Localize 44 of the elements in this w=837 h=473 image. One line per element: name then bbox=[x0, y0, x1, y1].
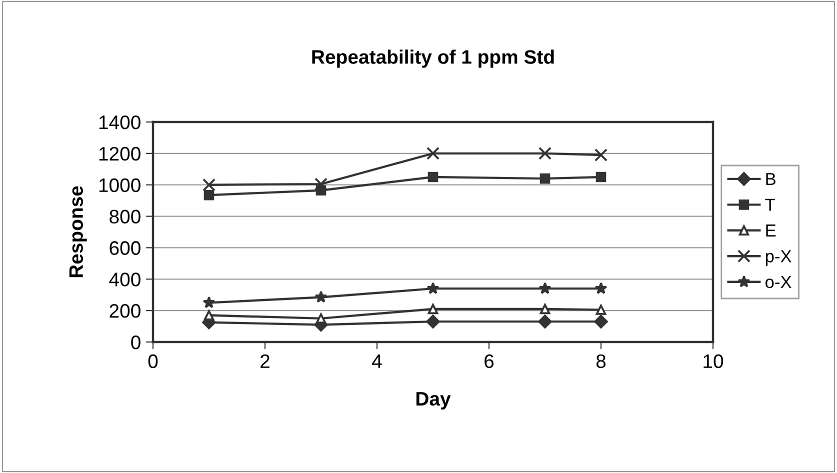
point bbox=[596, 172, 606, 182]
point bbox=[538, 282, 552, 294]
legend-label: B bbox=[766, 173, 776, 186]
point bbox=[594, 314, 608, 328]
legend-label: E bbox=[766, 224, 776, 236]
point bbox=[314, 290, 328, 303]
x-tick-label: 2 bbox=[260, 354, 270, 368]
y-tick-label: 1000 bbox=[99, 178, 140, 192]
point bbox=[202, 178, 216, 192]
point bbox=[594, 282, 608, 294]
point bbox=[538, 314, 552, 328]
x-tick-label: 8 bbox=[596, 354, 606, 368]
point bbox=[202, 296, 216, 308]
point bbox=[316, 313, 326, 324]
point bbox=[426, 146, 440, 160]
point bbox=[204, 190, 214, 200]
legend-label: o-X bbox=[766, 276, 792, 288]
point bbox=[594, 148, 608, 162]
point bbox=[426, 282, 440, 294]
point bbox=[540, 304, 550, 314]
point bbox=[314, 178, 328, 191]
y-tick-label: 0 bbox=[131, 335, 140, 350]
y-tick-label: 1400 bbox=[99, 115, 140, 130]
y-axis-title: Response bbox=[69, 186, 87, 278]
y-tick-label: 200 bbox=[110, 304, 140, 318]
y-tick-label: 1200 bbox=[99, 146, 140, 161]
point bbox=[204, 310, 214, 320]
y-tick-label: 600 bbox=[110, 241, 140, 255]
x-tick-label: 6 bbox=[484, 354, 494, 368]
x-axis-title: Day bbox=[416, 392, 451, 410]
x-tick-label: 4 bbox=[372, 354, 382, 368]
y-tick-label: 400 bbox=[109, 272, 140, 286]
y-tick-label: 800 bbox=[110, 210, 140, 224]
legend-label: T bbox=[765, 198, 776, 211]
point bbox=[540, 173, 550, 184]
legend-label: p-X bbox=[766, 250, 792, 266]
point bbox=[538, 146, 552, 160]
x-tick-label: 0 bbox=[148, 354, 158, 368]
point bbox=[596, 304, 606, 315]
point bbox=[428, 172, 438, 182]
point bbox=[426, 314, 440, 328]
x-tick-label: 10 bbox=[704, 354, 724, 368]
chart-title: Repeatability of 1 ppm Std bbox=[312, 50, 554, 68]
point bbox=[428, 304, 438, 314]
